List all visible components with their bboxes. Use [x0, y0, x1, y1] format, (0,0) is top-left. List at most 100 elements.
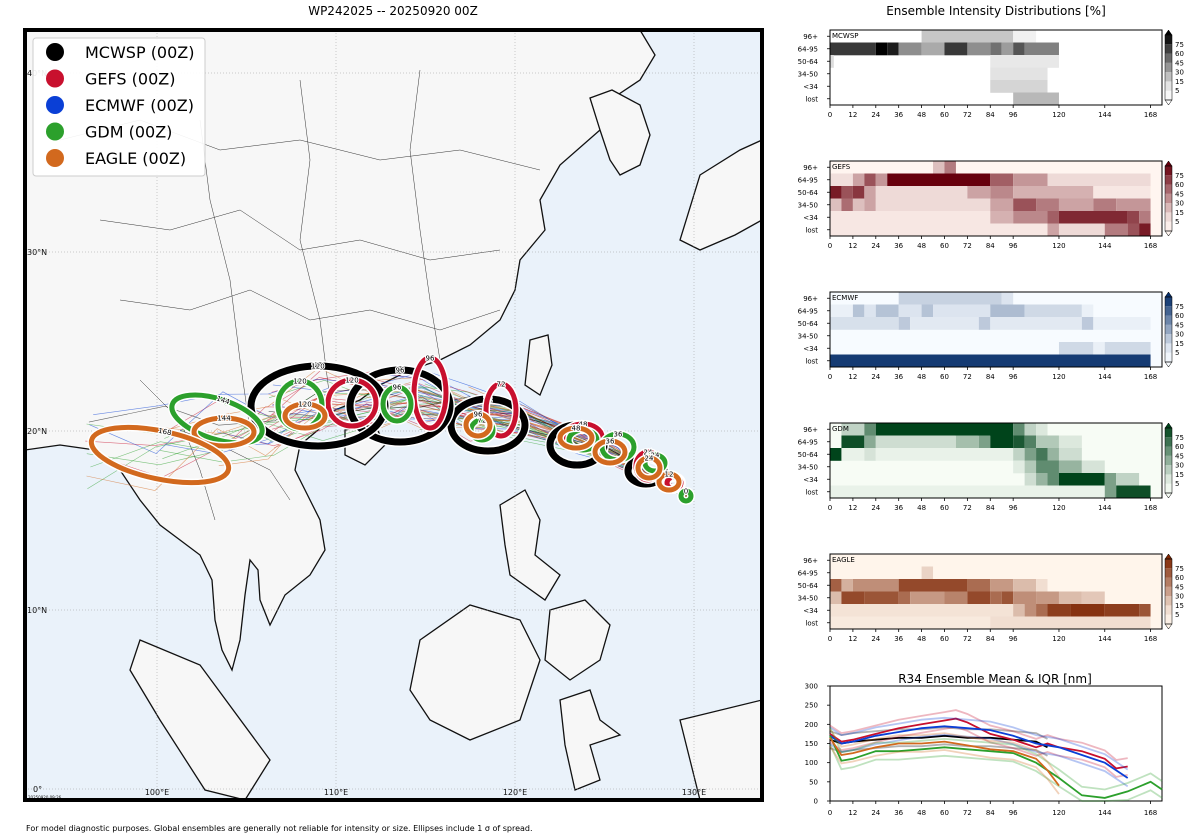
heatmap-cell [1036, 448, 1048, 461]
heatmap-cell [1047, 448, 1059, 461]
heatmap-cell [1013, 423, 1025, 436]
lon-label-130: 130°E [682, 788, 706, 797]
heatmap-y-label: 64-95 [798, 176, 818, 184]
legend-box [32, 37, 206, 177]
heatmap-x-label: 168 [1144, 242, 1157, 250]
colorbar-segment [1165, 483, 1172, 493]
heatmap-cell [864, 591, 899, 605]
colorbar-frame [1164, 165, 1173, 232]
heatmap-cell [898, 292, 1002, 305]
heatmap-cell [967, 186, 991, 199]
heatmap-x-label: 96 [1009, 504, 1018, 512]
colorbar-segment [1165, 465, 1172, 475]
heatmap-cell [875, 42, 888, 56]
r34-mean-line [829, 737, 1060, 787]
heatmap-x-label: 12 [848, 373, 857, 381]
colorbar-tick-label: 5 [1175, 87, 1179, 95]
heatmap-x-label: 72 [963, 242, 972, 250]
r34-iqr-line [829, 726, 1128, 778]
heatmap-y-label: 96+ [803, 426, 818, 434]
heatmap-cell [898, 317, 911, 330]
heatmap-cell [887, 173, 991, 187]
r34-iqr-line [829, 728, 1060, 778]
colorbar-tick-label: 5 [1175, 611, 1179, 619]
heatmap-cell [887, 42, 899, 56]
colorbar-segment [1165, 306, 1172, 316]
heatmap-y-label: 64-95 [798, 45, 818, 53]
heatmap-x-label: 48 [917, 635, 926, 643]
ellipse-ring [483, 381, 519, 439]
r34-x-label: 72 [963, 809, 972, 817]
colorbar-segment [1165, 352, 1172, 362]
heatmap-x-label: 120 [1052, 504, 1065, 512]
colorbar-segment [1165, 577, 1172, 587]
heatmap-x-label: 60 [940, 635, 949, 643]
ellipse-mcwsp: 96 [345, 365, 455, 447]
heatmap-cell [898, 304, 922, 318]
heatmap-cell [1024, 42, 1059, 56]
heatmap-cell [978, 317, 991, 330]
heatmap-cell [830, 173, 853, 187]
heatmap-x-label: 168 [1144, 504, 1157, 512]
r34-x-label: 84 [986, 809, 995, 817]
heatmap-cell [852, 198, 865, 212]
ellipse-eagle: 12 [655, 470, 683, 494]
heatmap-cell [990, 186, 1014, 199]
heatmap-cell [990, 55, 1059, 68]
ellipse-hour-label: 0 [684, 488, 688, 496]
heatmap-x-label: 24 [871, 242, 880, 250]
heatmap-cell [910, 591, 945, 605]
r34-iqr-line [829, 727, 1163, 791]
colorbar-segment [1165, 343, 1172, 353]
heatmap-eagle: EAGLE 96+ 64-95 50-64 34-50 <34 lost 0 12 24 36 48 6… [798, 553, 1184, 643]
heatmap-cell [1047, 173, 1151, 187]
heatmap-cell [933, 161, 945, 174]
colorbar-tick-label: 60 [1175, 574, 1184, 582]
footnote: For model diagnostic purposes. Global en… [26, 824, 533, 833]
colorbar-segment [1165, 568, 1172, 578]
heatmap-x-label: 168 [1144, 635, 1157, 643]
ellipse-hour-label: 96 [393, 384, 402, 392]
heatmap-cell [830, 616, 991, 630]
heatmap-cell [1116, 485, 1151, 499]
colorbar-tick-label: 15 [1175, 340, 1184, 348]
heatmap-x-label: 36 [894, 635, 903, 643]
heatmap-cell [1024, 423, 1037, 436]
colorbar-extend-bottom [1164, 99, 1173, 106]
heatmap-cell [1047, 223, 1059, 237]
ellipse-ring [380, 384, 414, 424]
heatmap-cell [841, 423, 865, 436]
heatmap-cell [830, 186, 842, 199]
colorbar-segment [1165, 455, 1172, 466]
heatmap-x-label: 48 [917, 504, 926, 512]
heatmap-cell [1058, 342, 1094, 355]
heatmap-cell [830, 55, 834, 68]
ellipse-eagle: 36 [591, 437, 629, 467]
map-legend: MCWSP (00Z) GEFS (00Z) ECMWF (00Z) GDM (00Z… [32, 37, 206, 177]
lon-label-110: 110°E [324, 788, 348, 797]
heatmap-cell [852, 173, 865, 187]
heatmap-cell [933, 304, 991, 318]
heatmap-cell [841, 591, 865, 605]
heatmap-cell [875, 435, 956, 449]
heatmap-y-label: lost [805, 226, 818, 234]
lat-label-30: 30°N [27, 248, 47, 257]
ellipse-gdm: 0 [677, 487, 695, 505]
colorbar-segment [1165, 297, 1172, 307]
r34-y-label: 300 [805, 683, 818, 691]
legend-marker-0 [46, 43, 64, 61]
colorbar-extend-bottom [1164, 492, 1173, 499]
heatmap-cell [841, 198, 853, 212]
colorbar-tick-label: 30 [1175, 200, 1184, 208]
r34-iqr-line [829, 743, 1163, 802]
colorbar-segment [1165, 90, 1172, 100]
heatmap-y-label: 50-64 [798, 451, 819, 459]
heatmap-y-label: 50-64 [798, 189, 819, 197]
ellipse-ring [411, 355, 449, 431]
r34-series-ecmwf [829, 716, 1129, 788]
colorbar-segment [1165, 166, 1172, 176]
heatmap-cell [1036, 591, 1059, 605]
colorbar-segment [1165, 72, 1172, 82]
heatmap-x-label: 84 [986, 111, 995, 119]
r34-x-label: 144 [1098, 809, 1112, 817]
